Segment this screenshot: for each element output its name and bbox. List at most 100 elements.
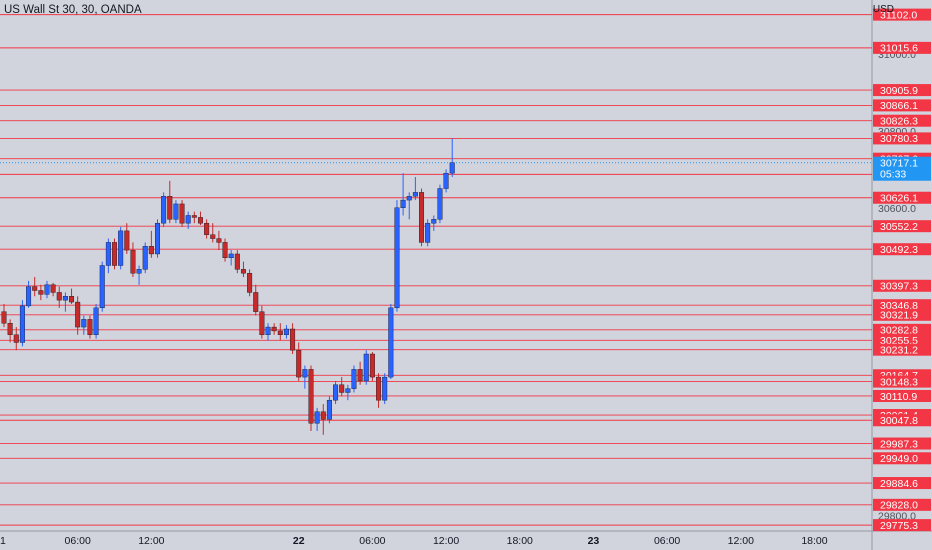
level-price-label-bg [873, 308, 931, 321]
candle [136, 265, 142, 285]
candle-body [253, 292, 259, 312]
level-price-label: 30492.3 [880, 244, 918, 256]
level-price-label-bg [873, 375, 931, 388]
level-price-label: 30866.1 [880, 100, 918, 112]
candle-body [425, 222, 431, 243]
candle [130, 242, 136, 278]
candle [345, 384, 351, 401]
current-price-countdown: 05:33 [880, 169, 906, 181]
candle [105, 238, 111, 274]
candle [50, 282, 56, 297]
candle [148, 230, 154, 258]
candle-body [283, 328, 289, 335]
candle-body [376, 376, 382, 401]
candle [38, 284, 44, 301]
y-tick-label: 30600.0 [878, 203, 916, 215]
candle-body [449, 162, 455, 174]
level-price-label-bg [873, 41, 931, 54]
candle-body [38, 290, 44, 295]
level-price-label: 30826.3 [880, 116, 918, 128]
x-tick-label: 1 [0, 535, 6, 547]
candle [400, 173, 406, 216]
candle-body [142, 246, 148, 270]
currency-label[interactable]: USD [872, 4, 894, 15]
candle-body [105, 242, 111, 266]
candle [431, 215, 437, 231]
level-price-label: 30626.1 [880, 193, 918, 205]
level-price-label-bg [873, 191, 931, 204]
candle [32, 277, 38, 297]
candle [185, 211, 191, 229]
candle [314, 407, 320, 431]
candle [1, 303, 7, 328]
candle [240, 261, 246, 278]
candle-body [333, 384, 339, 401]
level-price-label-bg [873, 99, 931, 112]
candle-body [296, 349, 302, 378]
candle-body [19, 305, 25, 343]
candle [369, 352, 375, 381]
candle [204, 219, 210, 239]
candle-body [314, 411, 320, 424]
candle-body [271, 326, 277, 332]
candle [87, 315, 93, 339]
candle [26, 280, 32, 308]
candle-body [394, 207, 400, 309]
level-price-label-bg [873, 243, 931, 256]
level-price-label: 30231.2 [880, 344, 918, 356]
x-tick-label: 12:00 [433, 535, 459, 547]
candle-body [50, 284, 56, 293]
candle-body [179, 203, 185, 224]
candle-body [351, 369, 357, 389]
candle [118, 227, 124, 270]
candle [296, 342, 302, 381]
candle-body [32, 286, 38, 291]
candle [259, 305, 265, 339]
candle [234, 250, 240, 274]
level-price-label: 30321.9 [880, 310, 918, 322]
candle-body [443, 172, 449, 189]
level-price-label: 30148.3 [880, 376, 918, 388]
candle [222, 238, 228, 262]
candle [112, 238, 118, 270]
candle-body [75, 301, 81, 328]
level-price-label-bg [873, 220, 931, 233]
candle-body [265, 326, 271, 335]
candle [363, 350, 369, 385]
candle [357, 361, 363, 385]
candle [44, 280, 50, 299]
candle-body [56, 292, 62, 301]
candle [277, 323, 283, 341]
candle [210, 223, 216, 243]
level-price-label-bg [873, 519, 931, 532]
candle [320, 404, 326, 435]
x-tick-label: 12:00 [728, 535, 754, 547]
candle-body [339, 384, 345, 393]
level-price-labels: 31102.0 31015.6 30905.9 30866.1 30826.3 30780… [873, 8, 931, 532]
candle-body [161, 196, 167, 224]
candle [179, 200, 185, 228]
level-price-label-bg [873, 389, 931, 402]
candle-body [320, 411, 326, 420]
candle [351, 365, 357, 393]
candle [93, 303, 99, 339]
x-tick-label: 23 [588, 535, 600, 547]
level-price-label: 30047.8 [880, 415, 918, 427]
level-price-label-bg [873, 279, 931, 292]
candle [197, 211, 203, 226]
candle-body [148, 246, 154, 255]
level-price-label: 31015.6 [880, 43, 918, 55]
candle [216, 230, 222, 251]
candle [167, 180, 173, 224]
candle-body [81, 319, 87, 328]
candle-body [26, 286, 32, 307]
level-price-label: 30780.3 [880, 133, 918, 145]
candle-body [1, 311, 7, 324]
symbol-title[interactable]: US Wall St 30, 30, OANDA [4, 4, 142, 16]
x-tick-label: 06:00 [359, 535, 385, 547]
candle-body [13, 334, 19, 343]
candle [154, 219, 160, 258]
level-price-label: 29884.6 [880, 478, 918, 490]
